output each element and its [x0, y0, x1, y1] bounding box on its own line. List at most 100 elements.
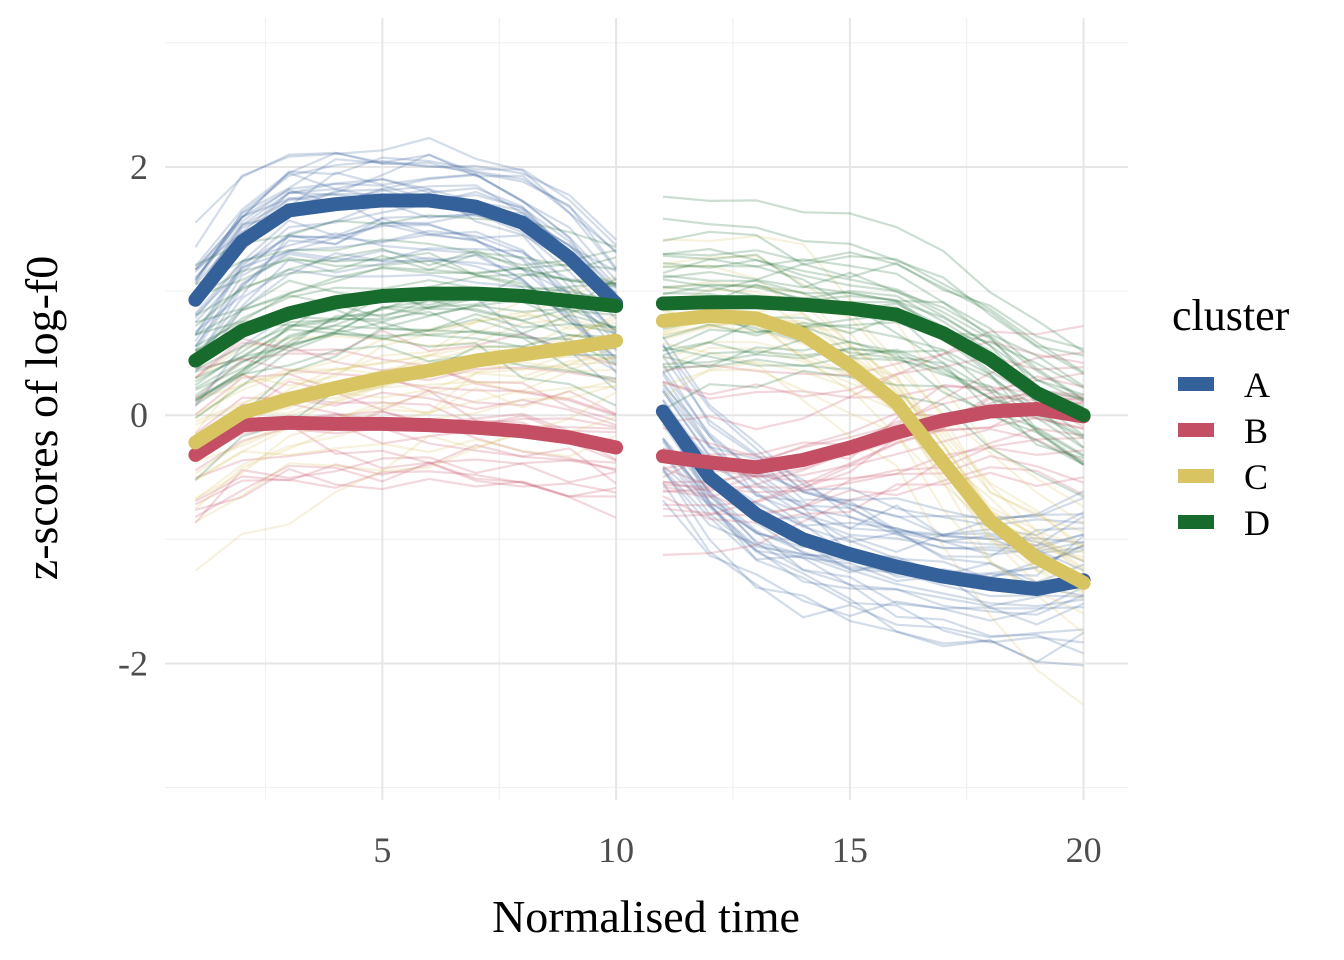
- trajectory-A: [194, 173, 617, 287]
- trajectory-D: [195, 263, 617, 336]
- mean-line-A: [188, 193, 624, 311]
- trajectory-B: [195, 449, 617, 484]
- trajectory-B: [194, 372, 617, 416]
- legend-label-C: C: [1244, 457, 1268, 497]
- trajectory-C: [194, 325, 617, 420]
- legend-label-B: B: [1244, 411, 1268, 451]
- mean-line-B: [188, 415, 624, 462]
- y-tick-label: 2: [130, 147, 148, 187]
- x-axis-title: Normalised time: [492, 891, 800, 942]
- trajectory-B: [194, 443, 617, 503]
- trajectory-C: [662, 341, 1085, 706]
- trajectory-C: [662, 308, 1085, 634]
- trajectory-B: [194, 456, 617, 524]
- trajectory-A: [662, 453, 1085, 608]
- trajectory-A: [661, 335, 1084, 597]
- mean-line-C: [655, 308, 1091, 590]
- trajectory-B: [662, 427, 1084, 556]
- trajectory-B: [194, 337, 617, 417]
- trajectory-D: [194, 249, 617, 360]
- trajectory-A: [662, 413, 1084, 537]
- trajectory-A: [661, 343, 1085, 572]
- trajectory-C: [662, 255, 1085, 547]
- trajectory-D: [194, 277, 617, 437]
- trajectory-A: [194, 230, 617, 348]
- trajectory-D: [194, 344, 617, 401]
- trajectory-A: [194, 171, 617, 298]
- trajectory-C: [194, 310, 617, 380]
- trajectory-D: [662, 284, 1084, 396]
- trajectory-D: [662, 195, 1085, 353]
- y-axis-title: z-scores of log-f0: [16, 256, 67, 580]
- trajectory-A: [662, 465, 1084, 579]
- trajectory-A: [662, 355, 1084, 527]
- x-tick-label: 20: [1066, 830, 1102, 870]
- x-tick-label: 10: [598, 830, 634, 870]
- trajectory-A: [194, 182, 617, 297]
- trajectory-D: [194, 214, 617, 266]
- trajectory-A: [194, 171, 617, 309]
- trajectory-D: [194, 314, 617, 397]
- trajectory-D: [194, 238, 617, 286]
- trajectory-D: [194, 329, 617, 390]
- trajectory-B: [194, 329, 617, 401]
- trajectory-D: [662, 271, 1085, 388]
- trajectory-C: [662, 368, 1085, 615]
- trajectory-C: [194, 334, 617, 427]
- trajectory-A: [194, 156, 617, 271]
- trajectory-D: [662, 258, 1085, 401]
- trajectory-B: [662, 392, 1084, 518]
- trajectory-A: [194, 223, 617, 335]
- trajectory-C: [194, 380, 617, 423]
- trajectory-D: [662, 262, 1084, 350]
- trajectory-D: [195, 256, 617, 302]
- trajectory-A: [194, 268, 617, 373]
- trajectory-D: [662, 340, 1085, 456]
- legend-title: cluster: [1172, 291, 1290, 340]
- trajectory-B: [662, 471, 1084, 524]
- trajectory-A: [662, 381, 1085, 522]
- trajectory-D: [662, 249, 1084, 357]
- trajectory-A: [661, 423, 1085, 655]
- trajectory-A: [194, 247, 617, 374]
- trajectory-A: [662, 440, 1084, 667]
- trajectory-A: [194, 151, 617, 271]
- x-tick-label: 5: [373, 830, 391, 870]
- trajectory-D: [662, 253, 1085, 410]
- trajectory-C: [662, 288, 1085, 525]
- trajectory-A: [194, 229, 617, 342]
- trajectory-B: [194, 373, 617, 461]
- trajectory-D: [662, 230, 1085, 374]
- trajectory-C: [194, 318, 617, 416]
- trajectory-D: [662, 348, 1084, 424]
- x-tick-label: 15: [832, 830, 868, 870]
- mean-line-B: [655, 402, 1091, 475]
- trajectory-A: [662, 470, 1085, 583]
- trajectory-B: [662, 438, 1085, 518]
- trajectory-A: [661, 481, 1084, 639]
- trajectory-A: [194, 217, 617, 352]
- trajectory-C: [194, 391, 617, 572]
- trajectory-B: [662, 380, 1084, 405]
- trajectory-C: [662, 303, 1084, 548]
- cluster-mean-lines: [188, 193, 1091, 596]
- trajectory-D: [194, 254, 617, 328]
- legend-label-A: A: [1244, 365, 1270, 405]
- trajectory-D: [662, 217, 1085, 375]
- legend-label-D: D: [1244, 503, 1270, 543]
- trajectory-A: [661, 413, 1085, 626]
- trajectory-D: [194, 313, 617, 419]
- mean-line-D: [188, 286, 624, 368]
- trajectory-A: [194, 151, 617, 303]
- trajectory-D: [662, 346, 1085, 466]
- trajectory-C: [195, 379, 617, 464]
- trajectory-C: [194, 346, 617, 510]
- trajectory-B: [194, 391, 617, 435]
- trajectory-D: [194, 247, 617, 317]
- trajectory-A: [194, 136, 617, 271]
- trajectory-A: [194, 160, 617, 282]
- trajectory-A: [662, 499, 1085, 622]
